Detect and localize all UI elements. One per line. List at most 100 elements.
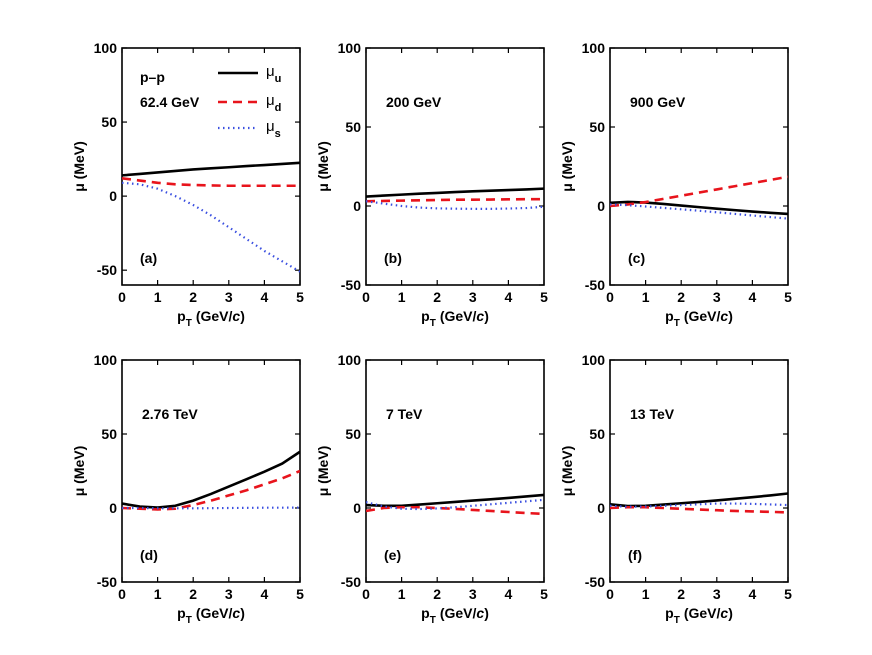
y-tick-label: 50 — [589, 426, 605, 442]
x-tick-label: 3 — [225, 586, 233, 602]
x-tick-label: 3 — [225, 289, 233, 305]
energy-label: 7 TeV — [386, 406, 423, 422]
series-line-mu-u — [122, 450, 300, 509]
x-tick-label: 5 — [296, 586, 304, 602]
x-tick-label: 1 — [642, 289, 650, 305]
y-tick-label: 100 — [582, 40, 606, 56]
y-tick-label: 100 — [338, 40, 362, 56]
x-tick-label: 5 — [784, 289, 792, 305]
x-tick-label: 0 — [362, 289, 370, 305]
y-tick-label: 0 — [109, 500, 117, 516]
series-line-mu-s — [366, 200, 544, 210]
x-tick-label: 4 — [261, 289, 269, 305]
system-label: p–p — [140, 69, 165, 85]
panel-label: (e) — [384, 547, 401, 563]
axes-frame — [121, 47, 301, 286]
axes-frame — [609, 359, 789, 583]
energy-label: 200 GeV — [386, 94, 442, 110]
series-line-mu-d — [366, 505, 544, 516]
series-line-mu-d — [610, 505, 788, 514]
legend-label-mu-u: μu — [266, 63, 281, 85]
x-tick-label: 5 — [784, 586, 792, 602]
x-tick-label: 0 — [606, 289, 614, 305]
y-tick-label: 50 — [101, 426, 117, 442]
series-line-mu-u — [610, 200, 788, 216]
x-tick-label: 5 — [296, 289, 304, 305]
y-axis-label: μ (MeV) — [71, 446, 87, 497]
y-tick-label: 50 — [345, 426, 361, 442]
energy-label: 2.76 TeV — [142, 406, 198, 422]
x-axis-label: pT (GeV/c) — [177, 605, 245, 626]
x-tick-label: 0 — [606, 586, 614, 602]
x-axis-label: pT (GeV/c) — [421, 308, 489, 329]
x-tick-label: 4 — [261, 586, 269, 602]
y-tick-label: -50 — [585, 277, 605, 293]
series-line-mu-s — [366, 498, 544, 511]
x-tick-label: 2 — [189, 289, 197, 305]
panel-label: (d) — [140, 547, 158, 563]
y-axis-label: μ (MeV) — [315, 446, 331, 497]
x-tick-label: 4 — [749, 289, 757, 305]
series-line-mu-d — [122, 177, 300, 188]
x-tick-label: 3 — [469, 289, 477, 305]
axes-frame — [365, 359, 545, 583]
y-tick-label: 100 — [94, 40, 118, 56]
x-tick-label: 3 — [713, 586, 721, 602]
x-tick-label: 0 — [362, 586, 370, 602]
y-tick-label: -50 — [341, 277, 361, 293]
x-tick-label: 1 — [642, 586, 650, 602]
y-tick-label: -50 — [585, 574, 605, 590]
x-tick-label: 2 — [677, 289, 685, 305]
y-tick-label: 0 — [109, 188, 117, 204]
energy-label: 13 TeV — [630, 406, 675, 422]
series-line-mu-d — [366, 197, 544, 203]
x-tick-label: 4 — [505, 586, 513, 602]
y-tick-label: 100 — [582, 352, 606, 368]
legend-label-mu-s: μs — [266, 118, 281, 140]
legend-label-mu-d: μd — [266, 92, 281, 114]
series-line-mu-u — [366, 493, 544, 508]
panel-label: (f) — [628, 547, 642, 563]
x-tick-label: 5 — [540, 586, 548, 602]
axes-frame — [365, 47, 545, 286]
x-axis-label: pT (GeV/c) — [665, 605, 733, 626]
x-tick-label: 1 — [154, 289, 162, 305]
series-line-mu-d — [610, 175, 788, 208]
series-line-mu-u — [122, 161, 300, 177]
axes-frame — [609, 47, 789, 286]
y-tick-label: 0 — [597, 198, 605, 214]
x-tick-label: 1 — [398, 289, 406, 305]
x-axis-label: pT (GeV/c) — [665, 308, 733, 329]
series-line-mu-s — [122, 181, 300, 273]
panel-label: (a) — [140, 250, 157, 266]
x-axis-label: pT (GeV/c) — [421, 605, 489, 626]
y-tick-label: -50 — [97, 262, 117, 278]
y-tick-label: 50 — [589, 119, 605, 135]
y-tick-label: 50 — [345, 119, 361, 135]
x-tick-label: 2 — [433, 586, 441, 602]
x-tick-label: 2 — [189, 586, 197, 602]
x-tick-label: 3 — [469, 586, 477, 602]
series-line-mu-u — [610, 492, 788, 508]
y-axis-label: μ (MeV) — [315, 141, 331, 192]
y-tick-label: 0 — [597, 500, 605, 516]
y-tick-label: 50 — [101, 114, 117, 130]
x-tick-label: 2 — [677, 586, 685, 602]
x-tick-label: 0 — [118, 289, 126, 305]
x-tick-label: 1 — [398, 586, 406, 602]
y-tick-label: 100 — [338, 352, 362, 368]
energy-label: 900 GeV — [630, 94, 686, 110]
panel-label: (b) — [384, 250, 402, 266]
y-tick-label: 0 — [353, 198, 361, 214]
x-tick-label: 0 — [118, 586, 126, 602]
y-tick-label: 100 — [94, 352, 118, 368]
x-axis-label: pT (GeV/c) — [177, 308, 245, 329]
x-tick-label: 4 — [505, 289, 513, 305]
